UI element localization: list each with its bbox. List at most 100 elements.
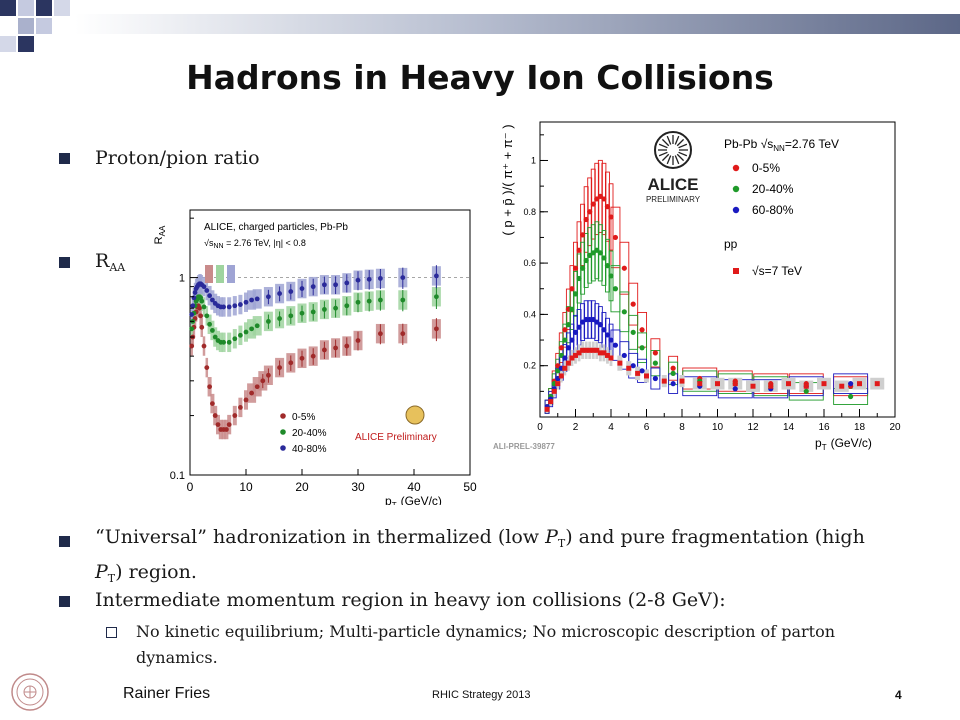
raa-point-0-5-	[249, 390, 254, 396]
ratio-point-0-5-	[670, 365, 676, 371]
ratio-point-0-5-	[604, 204, 611, 210]
ratio-legend-marker	[732, 164, 740, 172]
alice-logo-ray	[678, 151, 688, 157]
raa-legend-label: 0-5%	[292, 412, 315, 423]
ratio-point-pp	[565, 360, 571, 366]
raa-x-axis-label-sub: T	[392, 501, 397, 505]
raa-point-40-80-	[243, 299, 249, 305]
raa-point-40-80-	[355, 277, 361, 283]
ratio-point-60-80-	[608, 337, 614, 343]
raa-point-0-5-	[260, 378, 266, 384]
ratio-point-0-5-	[639, 327, 645, 333]
ratio-point-60-80-	[848, 381, 854, 387]
raa-point-40-80-	[189, 312, 195, 317]
ratio-point-20-40-	[601, 255, 607, 261]
ratio-point-20-40-	[670, 370, 676, 376]
ratio-x-tick-label: 20	[889, 422, 901, 433]
ratio-legend-label: 20-40%	[752, 182, 794, 196]
ratio-point-pp	[604, 352, 610, 358]
raa-point-0-5-	[204, 365, 210, 370]
ratio-point-20-40-	[630, 329, 636, 335]
ratio-point-pp	[697, 381, 703, 387]
ratio-point-pp	[590, 347, 596, 353]
raa-point-20-40-	[288, 313, 294, 319]
raa-point-40-80-	[400, 275, 406, 280]
raa-point-0-5-	[344, 343, 350, 349]
ratio-point-60-80-	[652, 375, 658, 382]
raa-point-0-5-	[207, 384, 212, 390]
alice-logo-ray	[674, 155, 680, 165]
raa-point-20-40-	[221, 339, 226, 345]
ratio-point-pp	[573, 352, 578, 358]
ratio-point-0-5-	[612, 234, 619, 241]
raa-point-20-40-	[310, 309, 316, 315]
ratio-y-tick-label: 0.2	[523, 361, 536, 371]
ratio-point-60-80-	[562, 355, 568, 361]
raa-point-40-80-	[254, 296, 260, 302]
ratio-footnote: ALI-PREL-39877	[493, 442, 555, 451]
ratio-x-tick-label: 16	[818, 422, 830, 433]
ratio-point-pp	[786, 381, 791, 387]
bullet-marker	[59, 257, 70, 268]
ratio-point-pp	[679, 378, 685, 384]
ratio-syst-box-60-80-	[833, 373, 869, 394]
ratio-legend-marker-pp	[733, 268, 739, 274]
ratio-point-20-40-	[621, 309, 627, 315]
ratio-point-60-80-	[639, 368, 645, 374]
ratio-syst-box-20-40-	[619, 291, 630, 333]
raa-point-0-5-	[299, 355, 305, 361]
raa-point-0-5-	[333, 345, 338, 351]
raa-point-0-5-	[310, 353, 316, 359]
raa-point-0-5-	[322, 347, 327, 353]
ratio-point-60-80-	[612, 342, 619, 348]
ratio-point-60-80-	[604, 332, 611, 338]
raa-point-0-5-	[210, 401, 215, 406]
ratio-point-pp	[644, 373, 649, 379]
ratio-point-0-5-	[630, 301, 636, 307]
raa-point-40-80-	[190, 303, 196, 309]
ratio-point-60-80-	[670, 381, 676, 387]
raa-point-20-40-	[333, 305, 338, 311]
ratio-point-pp	[626, 365, 632, 371]
corner-square-navy-1	[0, 0, 16, 16]
ratio-syst-box-20-40-	[637, 332, 648, 364]
ratio-point-20-40-	[652, 360, 658, 366]
raa-point-0-5-	[224, 427, 229, 432]
ratio-x-axis-label-sub: T	[822, 443, 827, 452]
ratio-point-20-40-	[565, 322, 571, 328]
alice-logo-ray	[666, 135, 672, 145]
raa-x-axis-unit: (GeV/c)	[401, 494, 442, 505]
ratio-syst-box-60-80-	[650, 367, 661, 390]
ratio-point-pp	[839, 383, 845, 389]
raa-point-0-5-	[266, 372, 271, 378]
alice-logo-text: ALICE	[648, 175, 699, 194]
ratio-legend-marker	[732, 206, 740, 214]
bullet-marker	[59, 153, 70, 164]
raa-point-40-80-	[333, 282, 338, 288]
raa-point-20-40-	[266, 318, 271, 324]
raa-point-0-5-	[215, 422, 221, 428]
raa-point-0-5-	[254, 384, 260, 390]
footer-author: Rainer Fries	[123, 685, 211, 702]
raa-y-axis-label-sub: AA	[158, 225, 167, 236]
raa-point-20-40-	[201, 304, 207, 310]
ratio-point-20-40-	[580, 265, 586, 271]
raa-point-20-40-	[226, 339, 232, 345]
ratio-point-0-5-	[580, 232, 586, 238]
raa-point-40-80-	[207, 293, 212, 299]
alice-logo-ray	[676, 153, 685, 162]
ratio-point-0-5-	[562, 327, 568, 333]
bullet-proton-pion-ratio: Proton/pion ratio	[95, 147, 260, 169]
raa-point-20-40-	[434, 294, 439, 300]
ratio-point-pp	[594, 347, 600, 353]
raa-point-40-80-	[434, 273, 439, 279]
corner-square-navy-2	[36, 0, 52, 16]
ratio-point-60-80-	[732, 386, 738, 392]
ratio-point-20-40-	[562, 337, 568, 343]
corner-square-light-4	[36, 18, 52, 34]
raa-point-0-5-	[400, 331, 406, 337]
proton-pion-ratio-chart: 0 2 4 6 8 10 12 14 16 18 20 0.2 0.4 0.6 0.8 1 ( p + p̄ )…	[493, 121, 901, 452]
ratio-point-pp	[576, 350, 582, 356]
raa-point-40-80-	[378, 276, 383, 281]
ratio-point-20-40-	[569, 306, 575, 312]
